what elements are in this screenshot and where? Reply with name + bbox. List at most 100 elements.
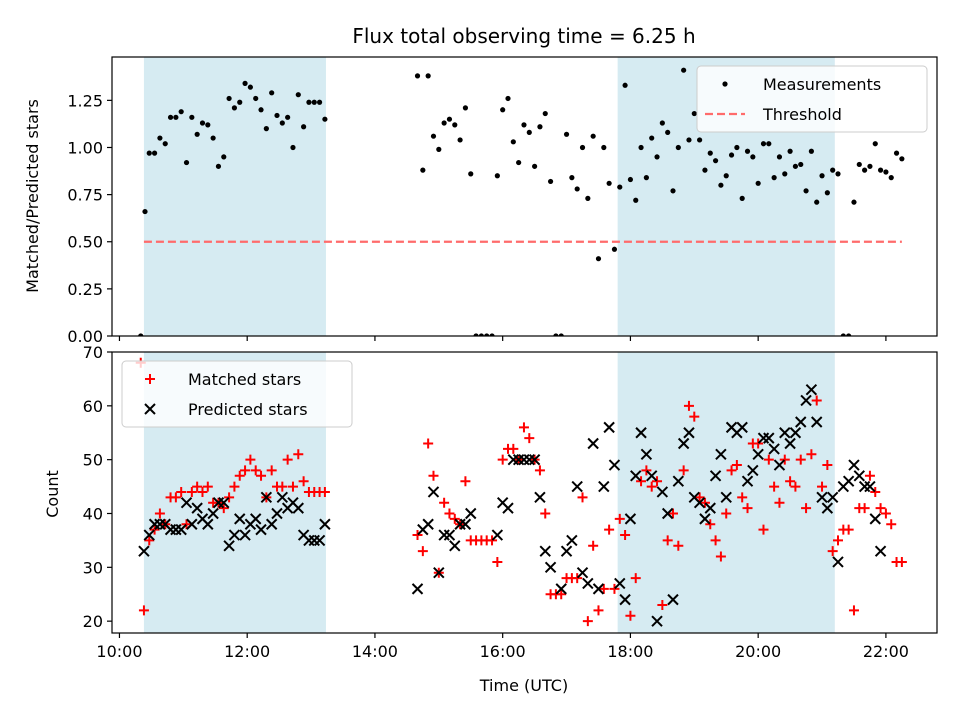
measurement-point — [215, 163, 222, 169]
measurement-point — [547, 178, 554, 185]
measurement-point — [311, 99, 317, 105]
bottom-panel: 20 30 40 50 60 70 10:00 12:00 14:00 16:00 18:00 20:… — [83, 343, 938, 661]
predicted-star-point — [805, 383, 818, 396]
measurement-point — [707, 150, 713, 156]
matched-star-point — [870, 486, 881, 497]
matched-star-point — [256, 470, 267, 481]
measurement-point — [295, 92, 301, 98]
measurement-point — [611, 246, 618, 252]
matched-star-point — [859, 503, 870, 514]
matched-star-point — [149, 524, 160, 535]
y-tick-label: 0.25 — [67, 280, 103, 299]
predicted-star-point — [234, 513, 246, 525]
predicted-star-point — [704, 502, 716, 514]
measurement-point — [846, 333, 852, 336]
predicted-star-point — [826, 491, 839, 504]
measurement-point — [258, 107, 264, 113]
matched-star-point — [423, 438, 434, 449]
matched-star-point — [170, 492, 181, 503]
matched-star-point — [769, 481, 780, 492]
predicted-star-point — [433, 567, 445, 579]
x-axis-label: Time (UTC) — [479, 676, 568, 695]
measurement-point — [606, 180, 612, 186]
measurement-point — [643, 175, 649, 181]
y-tick-label: 20 — [83, 612, 103, 631]
predicted-star-point — [795, 416, 807, 428]
predicted-star-point — [143, 529, 155, 541]
measurement-point — [851, 199, 857, 205]
predicted-star-point — [576, 567, 589, 579]
measurement-point — [532, 163, 538, 169]
predicted-star-point — [646, 470, 658, 482]
matched-star-point — [240, 465, 251, 476]
matched-star-point — [806, 449, 817, 460]
measurement-point — [601, 144, 607, 151]
predicted-star-point — [736, 421, 748, 434]
y-tick-label: 0.75 — [67, 186, 103, 205]
matched-star-point — [822, 460, 833, 471]
measurement-point — [237, 99, 243, 105]
matched-star-point — [186, 486, 197, 497]
predicted-star-point — [239, 529, 251, 541]
predicted-star-point — [218, 497, 230, 509]
matched-star-point — [625, 610, 636, 621]
predicted-star-point — [255, 523, 267, 536]
x-tick-label: 14:00 — [352, 642, 398, 661]
shaded-window — [617, 352, 835, 633]
measurement-point — [199, 120, 206, 126]
matched-star-point — [737, 492, 748, 503]
predicted-star-point — [260, 491, 273, 504]
plot-area — [138, 67, 905, 336]
measurement-point — [221, 154, 227, 160]
matched-star-point — [460, 476, 471, 487]
matched-star-point — [721, 508, 732, 519]
y-tick-label: 0.50 — [67, 233, 103, 252]
x-tick-label: 10:00 — [96, 642, 142, 661]
matched-star-point — [614, 513, 625, 524]
predicted-star-point — [784, 437, 796, 450]
predicted-star-point — [265, 518, 278, 530]
predicted-star-point — [587, 437, 599, 450]
measurement-point — [151, 150, 158, 156]
measurement-point — [478, 333, 484, 336]
predicted-star-point — [842, 475, 855, 487]
predicted-star-point — [603, 421, 615, 434]
matched-star-point — [699, 497, 710, 508]
predicted-star-point — [747, 464, 759, 477]
predicted-star-point — [848, 459, 860, 471]
matched-star-point — [417, 546, 428, 557]
measurement-point — [162, 141, 168, 147]
measurement-point — [691, 110, 697, 117]
predicted-star-point — [773, 459, 786, 471]
x-tick-label: 18:00 — [607, 642, 653, 661]
predicted-star-point — [661, 507, 674, 520]
measurement-point — [146, 150, 152, 156]
measurement-point — [142, 208, 148, 215]
measurement-point — [263, 126, 269, 132]
predicted-star-point — [779, 427, 791, 439]
predicted-star-point — [138, 545, 150, 557]
measurement-point — [883, 169, 889, 175]
bottom-y-axis-label: Count — [43, 470, 62, 518]
matched-star-point — [641, 465, 652, 476]
measurement-point — [766, 141, 772, 147]
matched-star-point — [293, 449, 304, 460]
measurement-point — [856, 161, 862, 168]
predicted-star-point — [422, 518, 434, 530]
top-y-axis-label: Matched/Predicted stars — [23, 99, 42, 293]
matched-star-point — [652, 476, 663, 487]
measurement-point — [322, 116, 328, 122]
measurement-point — [414, 73, 421, 79]
measurement-point — [210, 135, 216, 141]
predicted-star-point — [292, 502, 304, 514]
measurement-point — [285, 114, 291, 120]
matched-star-point — [630, 573, 641, 584]
legend-box — [121, 360, 353, 428]
measurement-point — [840, 333, 846, 336]
predicted-star-point — [427, 486, 440, 498]
predicted-star-point — [677, 437, 690, 450]
matched-star-point — [449, 513, 460, 524]
matched-star-point — [880, 508, 891, 519]
measurement-point — [782, 171, 788, 177]
predicted-star-point — [592, 583, 605, 595]
